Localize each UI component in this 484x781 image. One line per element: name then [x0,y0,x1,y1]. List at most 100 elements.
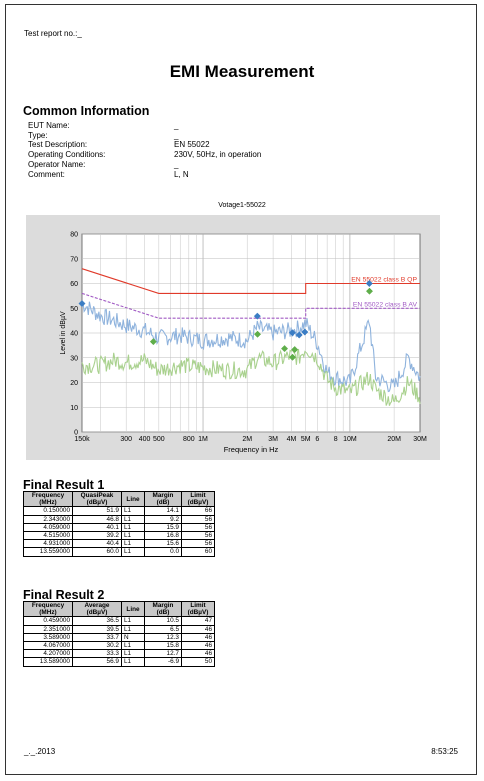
x-tick-label: 4M [287,436,297,443]
column-header: Average (dBµV) [72,600,122,618]
table-cell: N [121,632,145,643]
table-cell: 60 [181,547,215,557]
column-header: Frequency (MHz) [23,600,73,618]
table-row: 4.059000 40.1 L1 15.9 56 [23,522,215,533]
table-row: 13.559000 60.0 L1 0.0 60 [23,547,215,557]
footer-date: _._.2013 [24,747,56,756]
table-cell: 0.0 [144,547,182,557]
table-cell: L1 [121,522,145,533]
table-cell: 56 [181,539,215,549]
measurement-trace [81,348,421,406]
x-tick-label: 500 [153,436,165,443]
measurement-marker [295,331,303,339]
table-cell: 10.5 [144,616,182,626]
table-cell: 39.2 [72,531,122,541]
x-tick-label: 150k [74,436,90,443]
common-info-heading: Common Information [23,104,150,118]
x-tick-label: 3M [268,436,278,443]
table-cell: 4.515000 [23,531,73,541]
info-value: _ [174,130,179,140]
column-header: Frequency (MHz) [23,490,73,508]
y-tick-label: 0 [74,430,78,437]
table-cell: 46 [181,632,215,643]
table-row: 3.589000 33.7 N 12.3 46 [23,632,215,643]
x-tick-label: 300 [120,436,132,443]
column-header: Line [121,600,145,618]
column-header: Line [121,490,145,508]
info-label: Test Description: [28,140,88,150]
y-tick-label: 10 [70,405,78,412]
measurement-marker [301,328,309,336]
table-cell: 33.3 [72,649,122,659]
table-cell: L1 [121,547,145,557]
table-cell: 2.351000 [23,624,73,634]
table-cell: L1 [121,531,145,541]
table-cell: 16.8 [144,531,182,541]
y-axis-label: Level in dBµV [60,311,67,355]
info-value: L, N [174,169,189,179]
measurement-marker [365,279,373,288]
table-row: 0.459000 36.5 L1 10.5 47 [23,616,215,626]
emi-chart-svg: 0 10 20 30 40 50 60 70 80 150k 300 400 500 800 1M 2M 3M 4… [60,232,427,455]
x-axis-label: Frequency in Hz [224,445,279,454]
x-tick-label: 400 [139,436,151,443]
x-tick-label: 20M [387,436,401,443]
final-result-2-heading: Final Result 2 [23,588,105,602]
table-cell: 2.343000 [23,514,73,524]
table-row: 13.589000 56.9 L1 -6.9 50 [23,657,215,667]
table-cell: 4.931000 [23,539,73,549]
column-header: Margin (dB) [144,600,182,618]
report-page: Test report no.:_ EMI Measurement Common… [5,4,477,775]
x-tick-label: 6 [315,436,319,443]
table-cell: 13.559000 [23,547,73,557]
table-cell: 56 [181,531,215,541]
table-cell: 6.5 [144,624,182,634]
table-cell: 30.2 [72,641,122,651]
table-cell: 12.7 [144,649,182,659]
limit-line [81,292,420,319]
table-row: 4.207000 33.3 L1 12.7 46 [23,649,215,659]
table-cell: 15.6 [144,539,182,549]
x-tick-label: 10M [343,436,357,443]
table-cell: L1 [121,539,145,549]
table-cell: 40.4 [72,539,122,549]
info-label: Operator Name: [28,159,86,169]
table-cell: 14.1 [144,506,182,516]
table-cell: 51.9 [72,506,122,516]
info-label: Operating Conditions: [28,150,106,160]
table-cell: 33.7 [72,632,122,643]
table-cell: 47 [181,616,215,626]
x-tick-label: 30M [413,436,427,443]
emi-chart: 0 10 20 30 40 50 60 70 80 150k 300 400 500 800 1M 2M 3M 4… [26,215,440,460]
table-cell: 50 [181,657,215,667]
table-cell: 4.059000 [23,522,73,533]
table-cell: 4.207000 [23,649,73,659]
table-row: 2.351000 39.5 L1 6.5 46 [23,624,215,634]
measurement-marker [291,346,299,354]
y-tick-label: 30 [70,355,78,362]
x-tick-label: 800 [183,436,195,443]
measurement-marker [78,299,86,308]
measurement-marker [288,329,296,337]
table-cell: L1 [121,616,145,626]
table-cell: 13.589000 [23,657,73,667]
table-cell: 15.8 [144,641,182,651]
table-cell: 56 [181,514,215,524]
column-header: QuasiPeak (dBµV) [72,490,122,508]
info-value: _ [174,159,179,169]
table-cell: 46.8 [72,514,122,524]
limit-line [81,268,420,294]
footer-time: 8:53:25 [431,747,458,756]
measurement-marker [365,287,374,295]
table-cell: L1 [121,514,145,524]
y-tick-label: 60 [70,281,78,288]
info-label: Comment: [28,169,65,179]
table-cell: 15.9 [144,522,182,533]
table-row: 0.150000 51.9 L1 14.1 66 [23,506,215,516]
table-cell: 3.589000 [23,632,73,643]
measurement-marker [253,312,261,320]
table-cell: 39.5 [72,624,122,634]
y-tick-label: 80 [70,232,78,239]
table-cell: L1 [121,506,145,516]
y-tick-label: 50 [70,306,78,313]
